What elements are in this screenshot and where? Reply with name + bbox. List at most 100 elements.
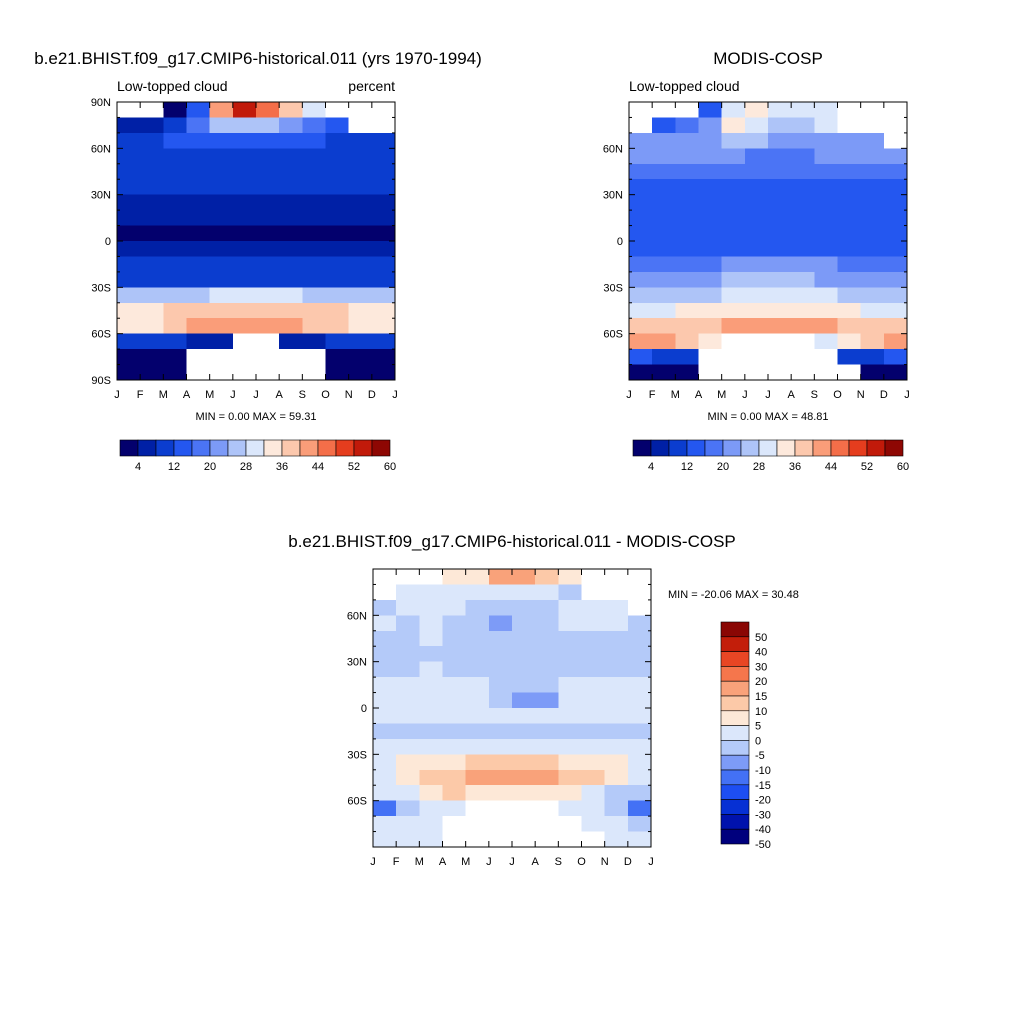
field-cell <box>744 287 769 304</box>
field-cell <box>837 318 862 335</box>
colorbar-swatch <box>155 439 175 457</box>
colorbar-label: 60 <box>897 461 909 473</box>
colorbar-label: 15 <box>755 691 767 703</box>
field-cell <box>371 210 396 227</box>
field-cell <box>721 117 746 134</box>
field-cell <box>814 102 839 119</box>
field-cell <box>860 302 885 319</box>
field-cell <box>512 615 536 632</box>
field-cell <box>163 302 188 319</box>
field-cell <box>535 677 559 694</box>
field-cell <box>373 831 397 848</box>
field-cell <box>627 754 652 771</box>
field-cell <box>442 816 467 833</box>
field-cell <box>698 102 723 119</box>
field-cell <box>675 364 700 381</box>
field-cell <box>698 333 723 350</box>
field-cell <box>860 117 885 134</box>
field-cell <box>652 148 676 165</box>
field-cell <box>186 333 211 350</box>
field-cell <box>325 132 350 149</box>
field-cell <box>698 225 723 242</box>
field-cell <box>488 599 513 616</box>
field-cell <box>373 769 397 786</box>
colorbar-swatch <box>632 439 652 457</box>
colorbar-swatch <box>299 439 319 457</box>
colorbar-swatch <box>866 439 886 457</box>
field-cell <box>814 364 839 381</box>
field-cell <box>371 102 396 119</box>
field-cell <box>140 179 164 196</box>
field-cell <box>442 661 467 678</box>
field-cell <box>419 723 444 740</box>
field-cell <box>163 271 188 288</box>
field-cell <box>302 132 327 149</box>
field-cell <box>629 179 653 196</box>
field-cell <box>371 225 396 242</box>
field-cell <box>744 318 769 335</box>
field-cell <box>209 318 234 335</box>
colorbar-label: 5 <box>755 721 761 733</box>
colorbar-swatch <box>720 680 750 697</box>
field-cell <box>512 569 536 586</box>
y-tick-label: 0 <box>617 236 623 248</box>
field-cell <box>325 364 350 381</box>
field-cell <box>419 615 444 632</box>
field-cell <box>373 785 397 802</box>
field-cell <box>419 831 444 848</box>
field-cell <box>163 179 188 196</box>
field-cell <box>535 769 559 786</box>
colorbar-swatch <box>794 439 814 457</box>
field-cell <box>419 738 444 755</box>
field-cell <box>791 148 815 165</box>
field-cell <box>140 364 164 381</box>
field-cell <box>698 256 723 273</box>
field-cell <box>302 333 327 350</box>
field-cell <box>721 132 746 149</box>
field-cell <box>419 785 444 802</box>
field-cell <box>279 148 303 165</box>
field-cell <box>791 225 815 242</box>
colorbar-swatch <box>119 439 139 457</box>
field-cell <box>465 692 490 709</box>
field-cell <box>186 256 211 273</box>
field-cell <box>698 287 723 304</box>
y-tick-label: 60S <box>603 329 623 341</box>
field-cell <box>629 163 653 180</box>
field-cell <box>627 584 652 601</box>
field-cell <box>768 302 792 319</box>
field-cell <box>209 210 234 227</box>
x-tick-label: S <box>555 856 562 868</box>
field-cell <box>442 738 467 755</box>
field-cell <box>371 256 396 273</box>
field-cell <box>627 800 652 817</box>
field-cell <box>396 831 420 848</box>
field-cell <box>186 318 211 335</box>
field-cell <box>629 364 653 381</box>
y-tick-label: 30N <box>603 190 623 202</box>
field-cell <box>232 148 257 165</box>
field-cell <box>209 333 234 350</box>
field-cell <box>371 163 396 180</box>
field-cell <box>512 692 536 709</box>
field-cell <box>652 364 676 381</box>
x-tick-label: N <box>345 389 353 401</box>
colorbar-swatch <box>848 439 868 457</box>
x-tick-label: F <box>649 389 656 401</box>
field-cell <box>232 225 257 242</box>
colorbar-label: 52 <box>861 461 873 473</box>
field-cell <box>442 800 467 817</box>
field-cell <box>675 349 700 366</box>
field-cell <box>814 241 839 258</box>
x-tick-label: J <box>486 856 492 868</box>
colorbar-swatch <box>722 439 742 457</box>
field-cell <box>883 349 908 366</box>
field-cell <box>256 163 280 180</box>
field-cell <box>627 569 652 586</box>
field-cell <box>652 117 676 134</box>
field-cell <box>371 271 396 288</box>
field-cell <box>604 661 629 678</box>
field-cell <box>325 287 350 304</box>
field-cell <box>186 271 211 288</box>
field-cell <box>373 692 397 709</box>
